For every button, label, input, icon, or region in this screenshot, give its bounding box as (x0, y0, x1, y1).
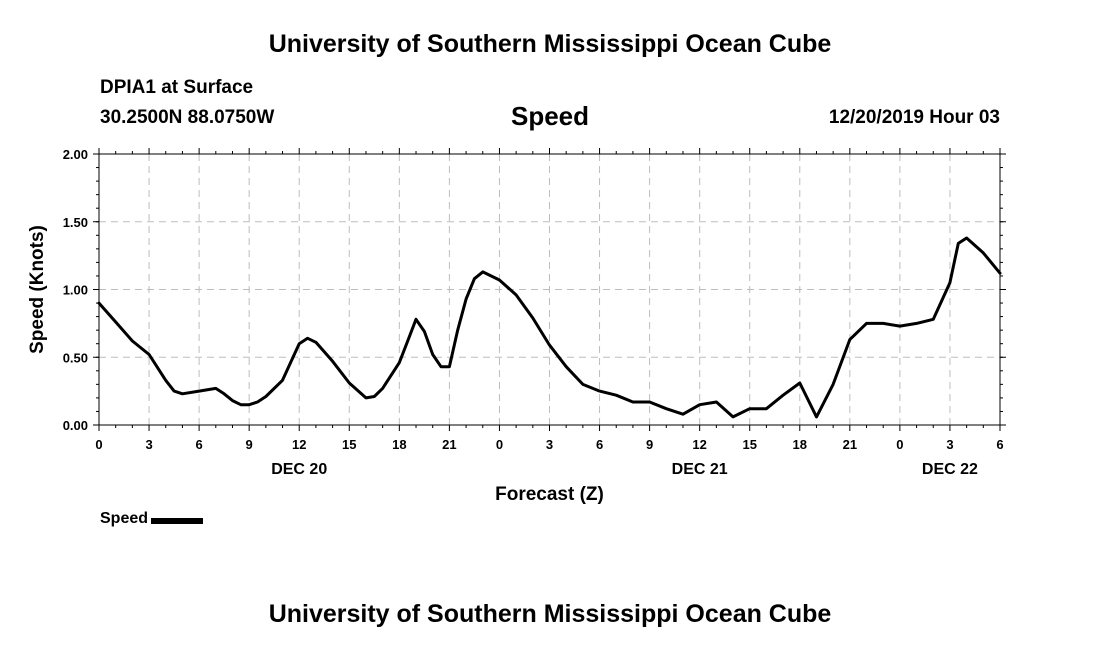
x-tick-label: 12 (292, 437, 306, 452)
x-tick-label: 6 (195, 437, 202, 452)
chart-title: Speed (510, 101, 590, 131)
forecast-datetime: 12/20/2019 Hour 03 (828, 107, 1000, 128)
date-labels: DEC 20 DEC 21 DEC 22 (271, 461, 978, 478)
x-tick-label: 15 (742, 437, 756, 452)
x-tick-label: 6 (596, 437, 603, 452)
x-tick-label: 6 (996, 437, 1003, 452)
x-tick-label: 3 (145, 437, 152, 452)
y-tick-label: 2.00 (63, 147, 88, 162)
x-tick-label: 0 (896, 437, 903, 452)
x-tick-label: 3 (546, 437, 553, 452)
axis-ticks (93, 148, 1006, 431)
page-title: University of Southern Mississippi Ocean… (268, 30, 832, 58)
legend-line-swatch (151, 517, 204, 524)
date-label: DEC 21 (672, 461, 728, 478)
x-axis-label: Forecast (Z) (495, 484, 604, 505)
x-tick-label: 0 (95, 437, 102, 452)
legend-label: Speed (100, 510, 149, 527)
x-tick-label: 18 (793, 437, 807, 452)
x-tick-label: 9 (246, 437, 253, 452)
legend: Speed (100, 510, 204, 528)
x-axis-tick-labels: 0 3 6 9 12 15 18 21 0 3 6 9 12 15 18 21 0 3 6 (95, 437, 1003, 452)
x-tick-label: 21 (442, 437, 456, 452)
x-tick-label: 15 (342, 437, 356, 452)
x-tick-label: 9 (646, 437, 653, 452)
y-tick-label: 1.50 (63, 215, 88, 230)
x-tick-label: 3 (946, 437, 953, 452)
coordinates-label: 30.2500N 88.0750W (100, 107, 275, 128)
station-label: DPIA1 at Surface (100, 77, 254, 98)
y-tick-label: 0.00 (63, 418, 88, 433)
x-tick-label: 12 (692, 437, 706, 452)
x-tick-label: 18 (392, 437, 406, 452)
y-axis-label: Speed (Knots) (27, 225, 48, 354)
date-label: DEC 22 (922, 461, 978, 478)
x-tick-label: 0 (496, 437, 503, 452)
footer-title: University of Southern Mississippi Ocean… (268, 600, 832, 628)
y-tick-label: 0.50 (63, 350, 88, 365)
series-layer (97, 236, 1002, 419)
series-line-speed (97, 236, 1002, 419)
date-label: DEC 20 (271, 461, 327, 478)
x-tick-label: 21 (843, 437, 857, 452)
grid (99, 154, 1000, 425)
y-axis-tick-labels: 0.00 0.50 1.00 1.50 2.00 (63, 147, 88, 433)
y-tick-label: 1.00 (63, 283, 88, 298)
